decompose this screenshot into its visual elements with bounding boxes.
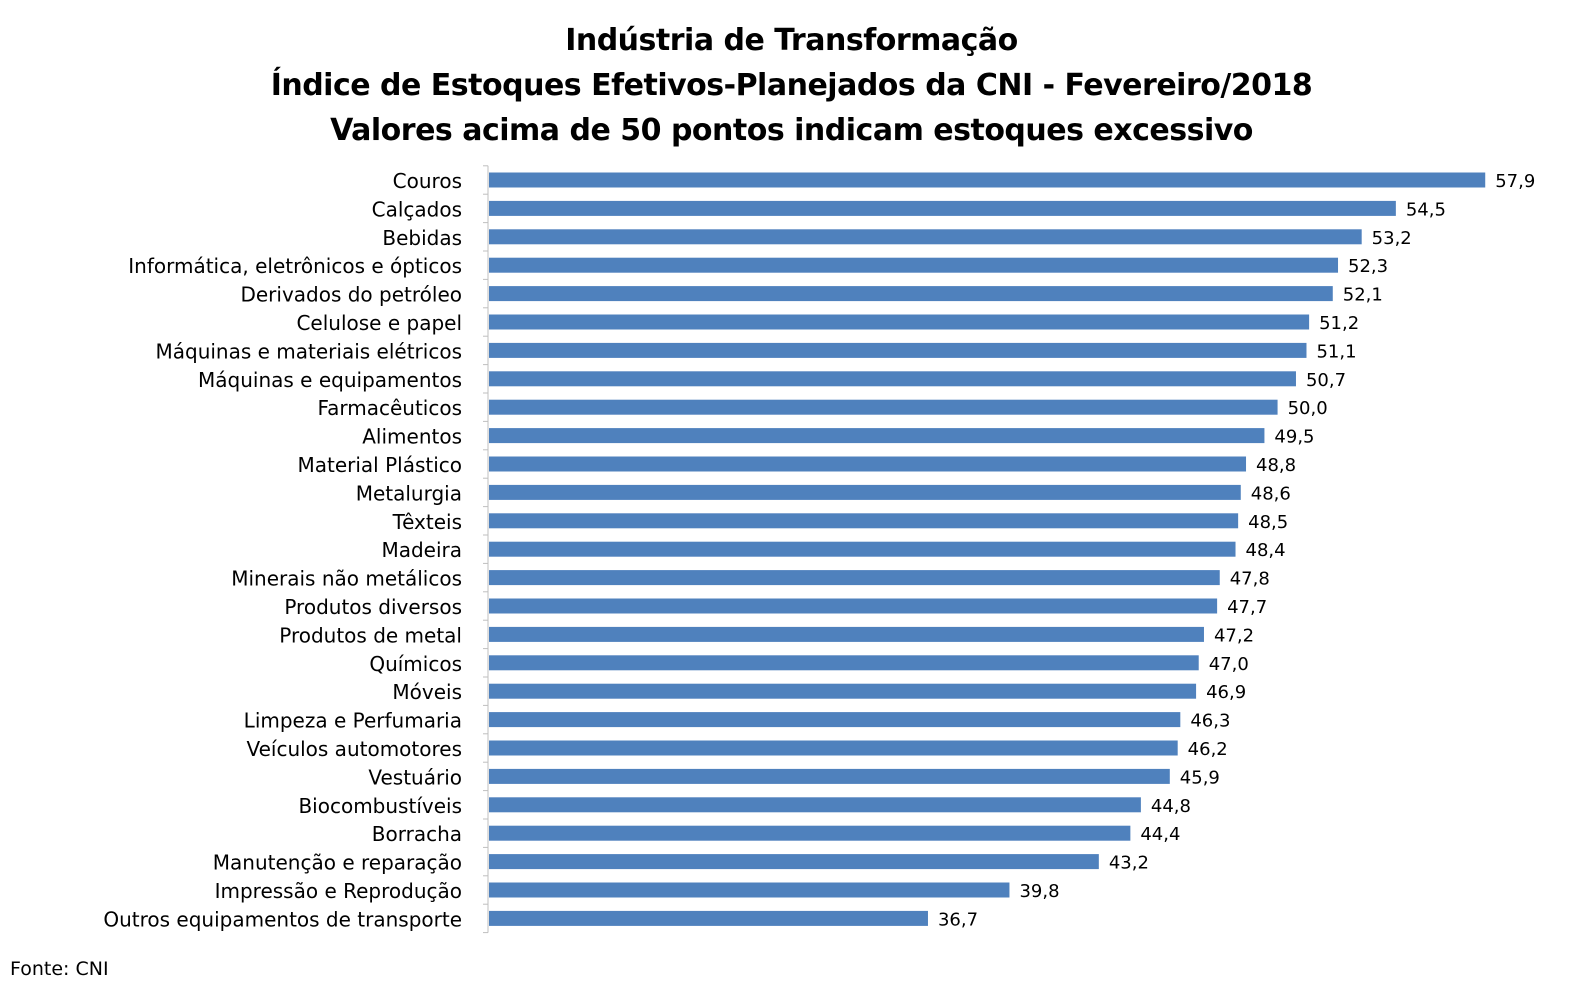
data-label: 48,8 (1256, 455, 1296, 476)
bar (489, 626, 1204, 642)
data-label: 46,9 (1206, 682, 1246, 703)
bar (489, 229, 1362, 245)
chart-title-line-3: Valores acima de 50 pontos indicam estoq… (330, 113, 1253, 148)
category-label: Metalurgia (356, 481, 462, 505)
chart-title-line-2: Índice de Estoques Efetivos-Planejados d… (270, 68, 1313, 103)
category-label: Limpeza e Perfumaria (244, 709, 462, 733)
bar (489, 342, 1307, 358)
data-label: 45,9 (1180, 767, 1220, 788)
bar (489, 456, 1247, 472)
category-label: Bebidas (382, 226, 462, 250)
data-label: 53,2 (1372, 228, 1412, 249)
category-label: Veículos automotores (246, 737, 462, 761)
data-label: 39,8 (1019, 881, 1059, 902)
bar (489, 428, 1265, 444)
bar (489, 683, 1197, 699)
category-label: Minerais não metálicos (231, 567, 462, 591)
bar (489, 768, 1170, 784)
bar (489, 910, 928, 926)
category-label: Químicos (369, 652, 462, 676)
bar (489, 286, 1333, 302)
data-label: 43,2 (1109, 853, 1149, 874)
bar (489, 570, 1220, 586)
data-label: 44,4 (1140, 824, 1180, 845)
data-label: 47,2 (1214, 625, 1254, 646)
data-label: 52,3 (1348, 256, 1388, 277)
category-label: Couros (393, 169, 462, 193)
category-label: Vestuário (368, 765, 462, 789)
source-note: Fonte: CNI (10, 958, 109, 980)
data-label: 48,5 (1248, 512, 1288, 533)
category-label: Informática, eletrônicos e ópticos (128, 254, 462, 278)
data-label: 36,7 (938, 909, 978, 930)
category-label: Outros equipamentos de transporte (103, 907, 462, 931)
chart-title-block: Indústria de Transformação Índice de Est… (0, 18, 1583, 153)
data-label: 46,3 (1190, 711, 1230, 732)
bar (489, 200, 1396, 216)
data-label: 51,1 (1316, 341, 1356, 362)
bar (489, 541, 1236, 557)
data-label: 57,9 (1495, 171, 1535, 192)
data-label: 47,0 (1209, 654, 1249, 675)
data-label: 48,6 (1251, 483, 1291, 504)
data-label: 51,2 (1319, 313, 1359, 334)
category-label: Impressão e Reprodução (215, 879, 462, 903)
category-label: Móveis (392, 680, 462, 704)
data-label: 52,1 (1343, 285, 1383, 306)
data-label: 54,5 (1406, 199, 1446, 220)
bar (489, 825, 1131, 841)
data-label: 44,8 (1151, 796, 1191, 817)
chart-title-line-1: Indústria de Transformação (565, 23, 1018, 58)
bar (489, 399, 1278, 415)
bar (489, 513, 1239, 529)
bar (489, 797, 1141, 813)
data-label: 48,4 (1246, 540, 1286, 561)
data-label: 47,7 (1227, 597, 1267, 618)
data-label: 50,7 (1306, 370, 1346, 391)
category-label: Borracha (372, 822, 462, 846)
bar (489, 655, 1199, 671)
category-label: Calçados (372, 197, 462, 221)
data-label: 50,0 (1288, 398, 1328, 419)
category-label: Material Plástico (297, 453, 462, 477)
bar (489, 172, 1486, 188)
category-label: Produtos diversos (284, 595, 462, 619)
bar (489, 712, 1181, 728)
data-label: 47,8 (1230, 569, 1270, 590)
bar (489, 257, 1339, 273)
category-label: Máquinas e materiais elétricos (155, 339, 462, 363)
category-label: Alimentos (362, 425, 462, 449)
data-label: 49,5 (1274, 427, 1314, 448)
category-label: Derivados do petróleo (240, 283, 462, 307)
category-label: Manutenção e reparação (213, 851, 462, 875)
bar (489, 854, 1099, 870)
category-label: Produtos de metal (279, 623, 462, 647)
category-label: Farmacêuticos (317, 396, 462, 420)
data-label: 46,2 (1188, 739, 1228, 760)
bar (489, 882, 1010, 898)
bar (489, 314, 1310, 330)
category-label: Celulose e papel (296, 311, 462, 335)
bar (489, 598, 1218, 614)
category-label: Têxteis (392, 510, 462, 534)
category-label: Madeira (381, 538, 462, 562)
bar (489, 371, 1296, 387)
category-label: Biocombustíveis (298, 794, 462, 818)
bar (489, 484, 1241, 500)
bar (489, 740, 1178, 756)
category-label: Máquinas e equipamentos (198, 368, 462, 392)
